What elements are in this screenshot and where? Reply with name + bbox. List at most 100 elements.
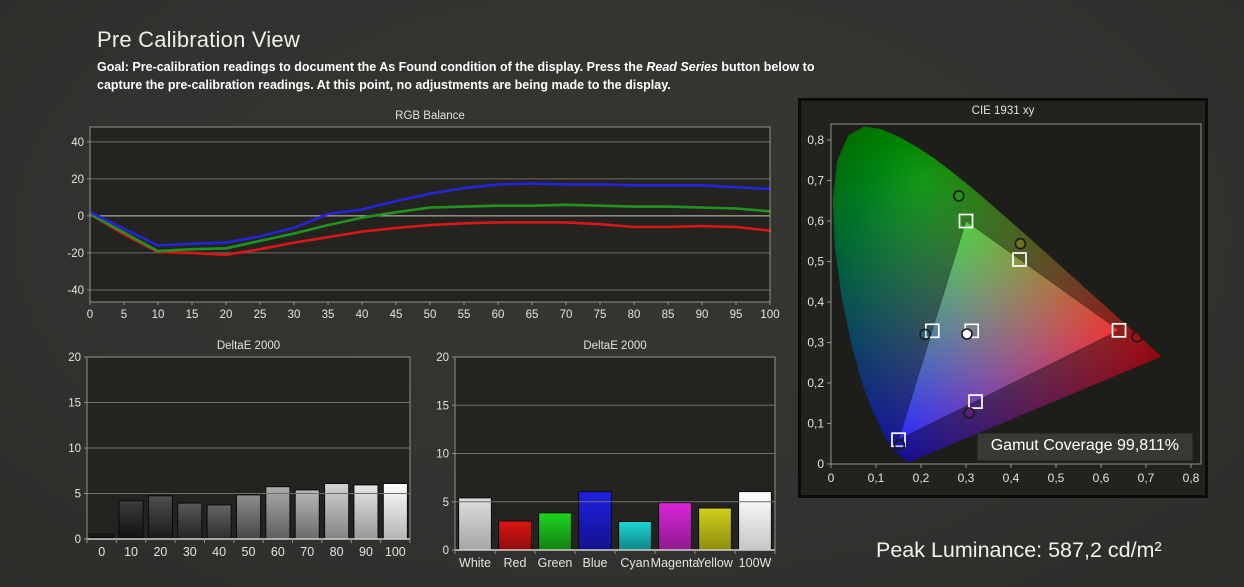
axis-tick-label: 0,3 [958,471,975,485]
axis-tick-label: 20 [71,174,84,186]
axis-tick-label: 0,8 [1183,471,1200,485]
cie-title: CIE 1931 xy [971,105,1035,117]
axis-tick-label: 75 [594,309,607,321]
axis-tick-label: 70 [560,309,573,321]
bar-category-label: Red [504,556,527,570]
axis-tick-label: 0,4 [1003,471,1020,485]
axis-tick-label: 0,1 [807,417,824,431]
axis-tick-label: 5 [443,497,449,509]
bar-category-label: White [459,556,491,570]
axis-tick-label: 20 [68,352,81,364]
bar-30 [177,502,203,540]
bar-40 [206,504,232,540]
bar-70 [294,489,320,540]
bar-category-label: 60 [271,545,285,559]
peak-luminance: Peak Luminance: 587,2 cd/m² [876,538,1162,562]
bar-category-label: Green [538,556,573,570]
axis-tick-label: 50 [424,309,437,321]
gamut-coverage-badge: Gamut Coverage 99,811% [976,433,1193,461]
axis-tick-label: 0 [443,545,449,557]
axis-tick-label: 10 [152,309,165,321]
bar-category-label: 70 [300,545,314,559]
bar-magenta [658,502,692,551]
axis-tick-label: 25 [254,309,267,321]
bar-category-label: 50 [242,545,256,559]
bar-50 [236,494,262,540]
axis-tick-label: 0,7 [807,174,824,188]
goal-text-prefix: Goal: Pre-calibration readings to docume… [97,60,647,74]
axis-tick-label: 0 [78,211,84,223]
deltae-grayscale-title: DeltaE 2000 [216,340,281,352]
axis-tick-label: 0,3 [807,336,824,350]
axis-tick-label: 10 [436,449,449,461]
bar-red [498,520,532,551]
deltae-grayscale-plot: 0 5 10 15 20 0 10 20 30 40 50 60 70 80 90 100 [68,352,411,559]
deltae-colors-plot: 0 5 10 15 20 White Red Green Blue Cyan MagentaYell… [436,352,776,570]
goal-read-series-emphasis: Read Series [646,60,718,74]
gamut-triangle-edge [897,220,1120,441]
bar-category-label: 10 [124,545,138,559]
target-square-red [1111,322,1127,338]
axis-tick-label: 65 [526,309,539,321]
goal-text: Goal: Pre-calibration readings to docume… [97,59,839,94]
axis-tick-label: 95 [730,309,743,321]
axis-tick-label: 15 [436,400,449,412]
bar-100w [738,491,772,551]
axis-tick-label: 20 [436,352,449,364]
bar-category-label: Blue [582,556,607,570]
bar-category-label: 100 [385,545,406,559]
axis-tick-label: 0 [87,309,93,321]
goal-text-suffix: button below to capture the pre-calibrat… [97,60,815,92]
bar-category-label: 80 [330,545,344,559]
axis-tick-label: 0 [828,471,835,485]
bar-category-label: 90 [359,545,373,559]
axis-tick-label: 40 [356,309,369,321]
axis-tick-label: 5 [75,489,81,501]
cie-1931-plot: 0 0,1 0,2 0,3 0,4 0,5 0,6 0,7 0,8 0 0,1 0,2 0,3 0,4 0,… [807,123,1202,485]
rgb-balance-title: RGB Balance [395,110,465,122]
color-field-gB [898,221,1119,440]
bar-category-label: 20 [153,545,167,559]
axis-tick-label: 0,2 [807,376,824,390]
axis-tick-label: 0,5 [807,255,824,269]
bar-white [458,497,492,551]
axis-tick-label: 0 [817,457,824,471]
axis-tick-label: 0,8 [807,133,824,147]
target-square-cyan [924,323,940,339]
bar-category-label: 100W [739,556,772,570]
axis-tick-label: 0,2 [913,471,930,485]
bar-category-label: 30 [183,545,197,559]
axis-tick-label: 40 [71,137,84,149]
axis-tick-label: 10 [68,443,81,455]
deltae-colors-title: DeltaE 2000 [583,340,647,352]
bar-blue [578,491,612,551]
axis-tick-label: 35 [322,309,335,321]
axis-tick-label: -40 [67,285,84,297]
bar-category-label: 40 [212,545,226,559]
axis-tick-label: 0,6 [1093,471,1110,485]
target-square-magenta [968,394,983,409]
axis-tick-label: 20 [220,309,233,321]
measured-circle-magenta [963,407,975,419]
bar-60 [265,486,291,540]
bar-80 [324,483,350,540]
axis-tick-label: 45 [390,309,403,321]
axis-tick-label: 85 [662,309,675,321]
bar-category-label: Yellow [697,556,734,570]
axis-tick-label: 0,1 [868,471,885,485]
axis-tick-label: 0,4 [807,295,824,309]
axis-tick-label: 30 [288,309,301,321]
axis-tick-label: 15 [68,398,81,410]
axis-tick-label: 90 [696,309,709,321]
bar-20 [147,495,174,540]
measured-circle-cyan [919,328,931,341]
axis-tick-label: 0,7 [1138,471,1155,485]
bar-yellow [698,507,732,551]
target-square-green [958,213,974,229]
measured-circle-green [953,190,965,202]
plot-border [830,123,1202,465]
target-square-blue [891,432,906,448]
bar-category-label: 0 [98,545,105,559]
